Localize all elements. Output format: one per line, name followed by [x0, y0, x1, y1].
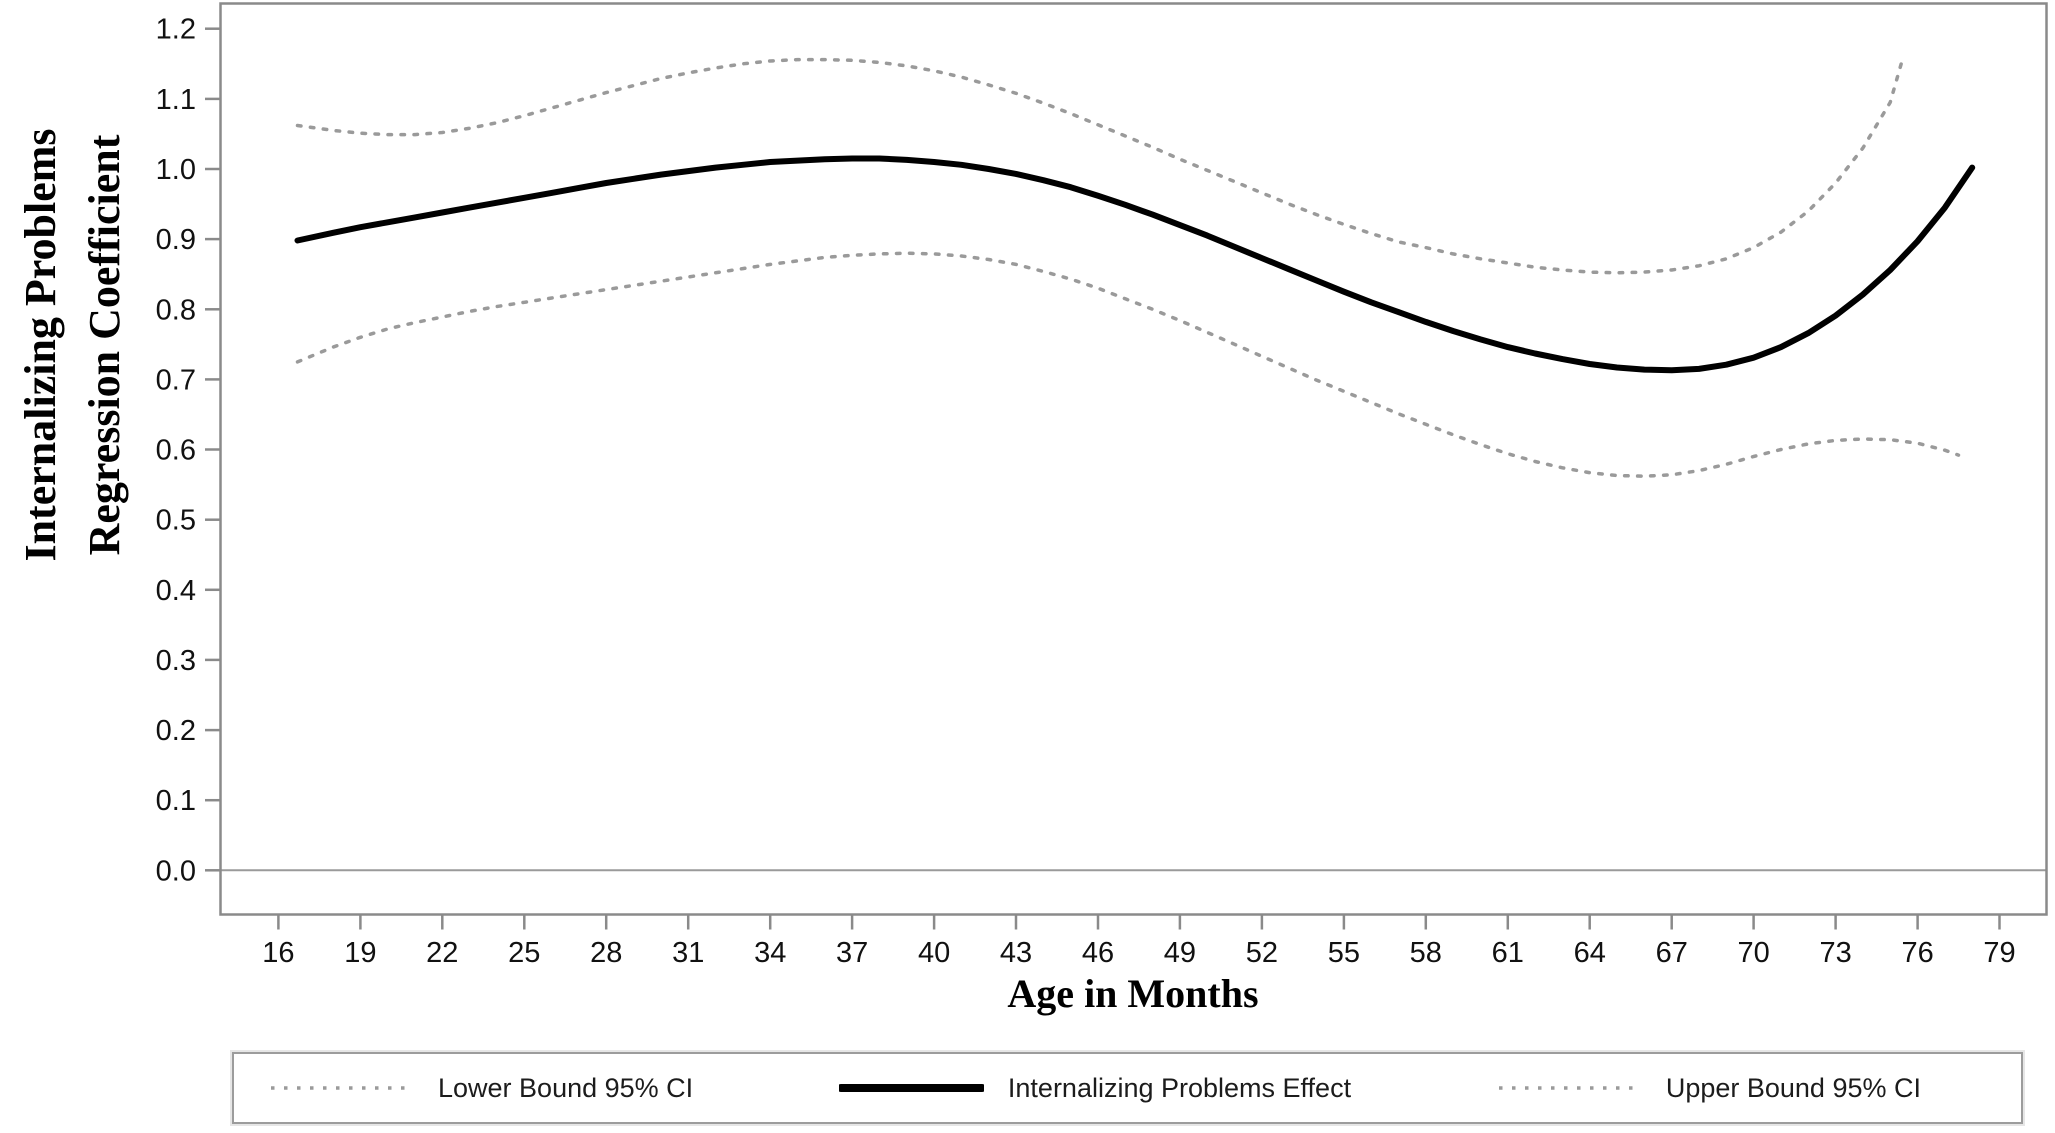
x-tick-label: 52: [1246, 937, 1278, 969]
x-tick-label: 73: [1819, 937, 1851, 969]
upper-ci-line: [295, 57, 1903, 275]
x-axis-title: Age in Months: [1007, 971, 1259, 1016]
lower-ci-line: [295, 251, 1961, 478]
x-tick-label: 49: [1164, 937, 1196, 969]
y-tick-label: 0.8: [156, 294, 196, 326]
x-tick-label: 19: [344, 937, 376, 969]
x-tick-label: 61: [1492, 937, 1524, 969]
legend-item-lower-ci: Lower Bound 95% CI: [269, 1073, 693, 1104]
y-tick-label: 0.9: [156, 224, 196, 256]
y-tick-label: 1.0: [156, 154, 196, 186]
x-tick-label: 22: [426, 937, 458, 969]
x-tick-label: 37: [836, 937, 868, 969]
y-tick-label: 1.1: [156, 84, 196, 116]
y-axis-title-line1: Internalizing Problems: [16, 128, 65, 562]
legend-label-effect: Internalizing Problems Effect: [1007, 1072, 1352, 1103]
y-axis-title: Internalizing Problems Regression Coeffi…: [9, 85, 141, 605]
dotted-line-swatch: [1498, 1086, 1640, 1090]
legend: Lower Bound 95% CI Internalizing Problem…: [230, 1050, 2025, 1126]
plot-frame: [219, 2, 2048, 916]
x-tick-label: 64: [1574, 937, 1606, 969]
x-tick-label: 55: [1328, 937, 1360, 969]
y-tick-label: 1.2: [156, 14, 196, 46]
legend-item-effect: Internalizing Problems Effect: [838, 1072, 1352, 1104]
legend-item-upper-ci: Upper Bound 95% CI: [1497, 1073, 1921, 1104]
y-tick-label: 0.6: [156, 435, 196, 467]
legend-label-upper-ci: Upper Bound 95% CI: [1665, 1072, 1921, 1103]
plot-area: 16 19 22 25 28 31 34 37 40 43 46 49 52 55 58 61 64 67 70 73…: [156, 2, 2048, 969]
y-tick-label: 0.2: [156, 715, 196, 747]
y-tick-label: 0.4: [156, 575, 196, 607]
x-tick-label: 31: [672, 937, 704, 969]
x-tick-label: 76: [1901, 937, 1933, 969]
y-tick-label: 0.0: [156, 855, 196, 887]
y-tick-label: 0.5: [156, 505, 196, 537]
effect-line: [294, 155, 1976, 374]
x-tick-label: 79: [1983, 937, 2015, 969]
x-tick-label: 67: [1656, 937, 1688, 969]
y-tick-label: 0.3: [156, 645, 196, 677]
x-tick-label: 70: [1737, 937, 1769, 969]
dotted-line-swatch: [271, 1086, 412, 1090]
x-tick-label: 46: [1082, 937, 1114, 969]
x-tick-label: 43: [1000, 937, 1032, 969]
x-tick-label: 58: [1410, 937, 1442, 969]
x-tick-label: 28: [590, 937, 622, 969]
legend-label-lower-ci: Lower Bound 95% CI: [438, 1072, 694, 1103]
x-tick-label: 34: [754, 937, 786, 969]
x-tick-label: 25: [508, 937, 540, 969]
y-tick-label: 0.7: [156, 364, 196, 396]
solid-line-swatch: [838, 1084, 984, 1092]
x-tick-label: 16: [262, 937, 294, 969]
y-tick-label: 0.1: [156, 785, 196, 817]
x-tick-label: 40: [918, 937, 950, 969]
y-axis-title-line2: Regression Coefficient: [80, 134, 129, 556]
